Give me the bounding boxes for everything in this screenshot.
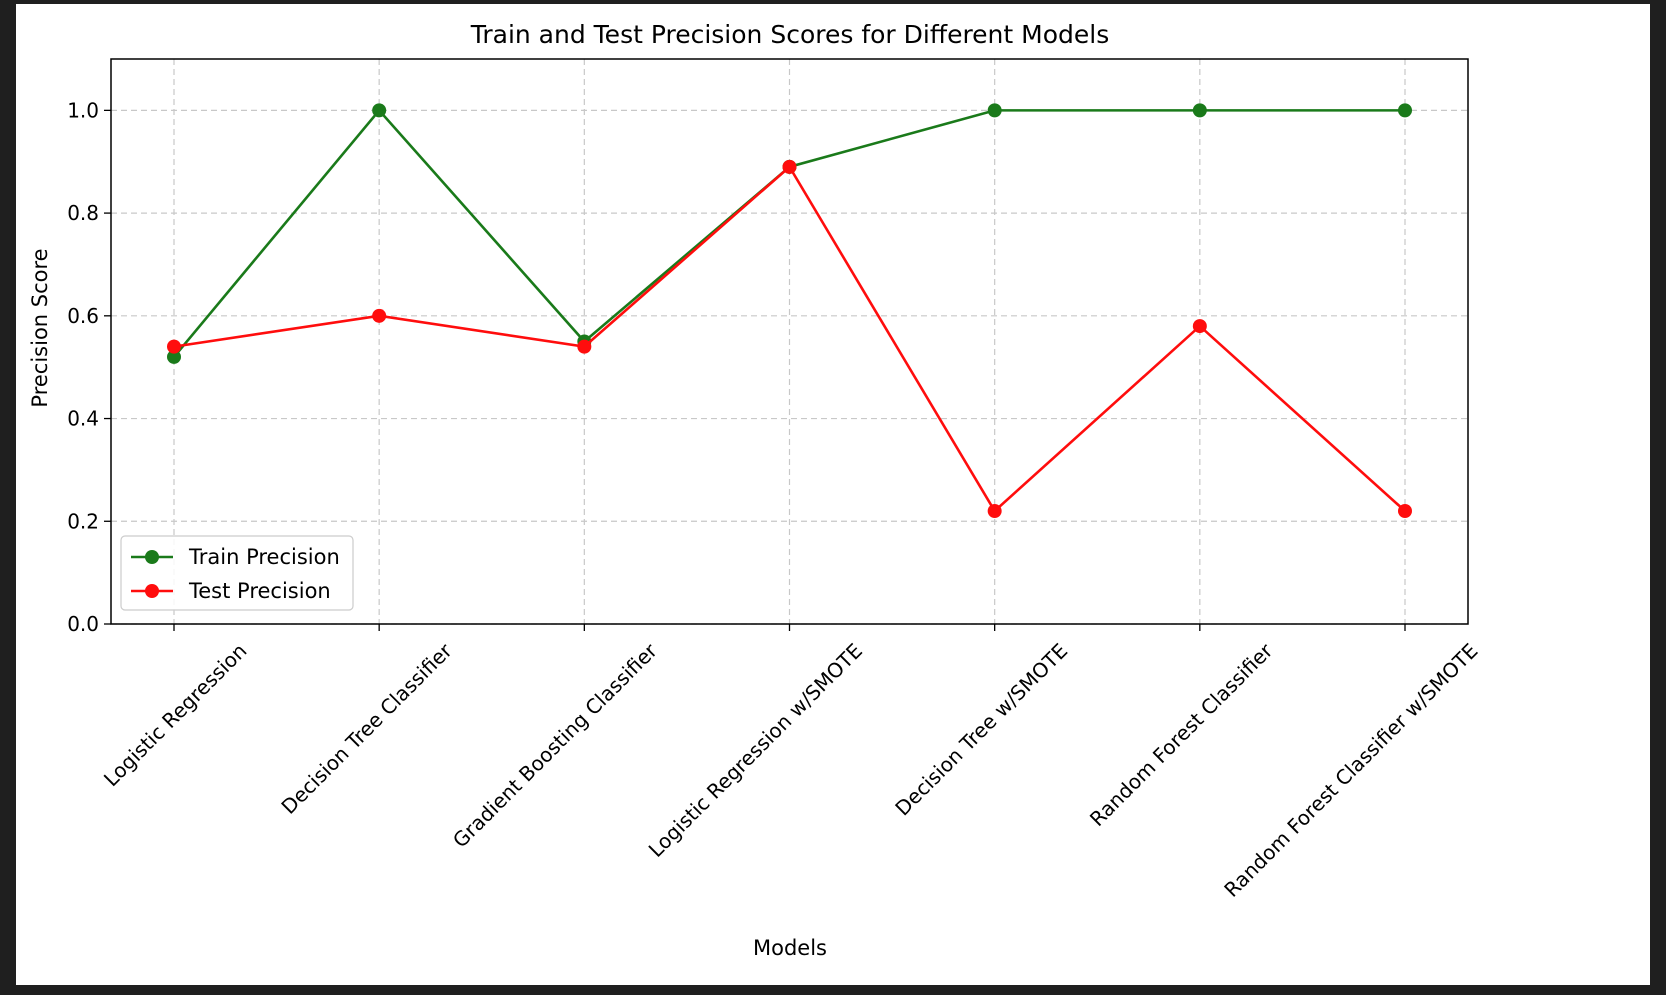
data-point [577,339,592,354]
legend-label: Train Precision [188,545,340,569]
y-tick-label: 0.2 [67,509,99,533]
data-point [167,339,181,354]
legend-marker [145,584,159,598]
y-tick-label: 0.4 [67,407,99,431]
data-point [1192,103,1207,118]
data-point [372,308,387,323]
series [167,103,1412,518]
data-point [782,159,797,174]
chart-title: Train and Test Precision Scores for Diff… [470,20,1110,49]
x-tick-label: Logistic Regression w/SMOTE [644,639,867,862]
y-axis-label: Precision Score [28,248,52,407]
legend-box [120,535,354,611]
data-point [372,103,387,118]
x-tick-label: Decision Tree Classifier [277,638,458,819]
legend-marker [145,550,159,564]
data-point [167,349,181,364]
data-point [987,504,1002,518]
x-tick-label: Random Forest Classifier [1085,638,1278,831]
y-tick-label: 0.6 [67,304,99,328]
line-chart: Train and Test Precision Scores for Diff… [28,20,1483,960]
legend-label: Test Precision [188,579,331,603]
chart-figure: Train and Test Precision Scores for Diff… [16,4,1650,985]
y-tick-label: 0.0 [67,612,99,636]
data-point [1398,103,1412,118]
x-axis-label: Models [753,936,827,960]
data-point [1192,319,1207,334]
x-tick-label: Gradient Boosting Classifier [448,638,662,852]
x-tick-label: Logistic Regression [99,639,252,792]
y-tick-label: 1.0 [67,98,99,122]
data-point [987,103,1002,118]
y-tick-label: 0.8 [67,201,99,225]
x-tick-label: Decision Tree w/SMOTE [890,639,1072,821]
x-tick-label: Random Forest Classifier w/SMOTE [1219,639,1482,902]
data-point [1398,504,1412,518]
legend: Train Precision Test Precision [120,535,354,611]
